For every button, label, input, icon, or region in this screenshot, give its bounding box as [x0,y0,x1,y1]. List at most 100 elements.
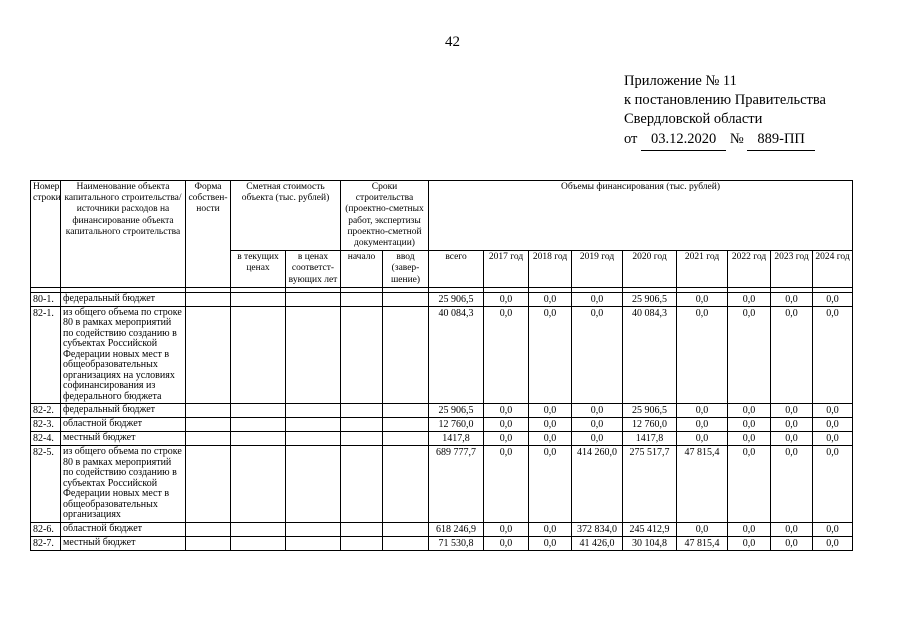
year-2020-cell: 1417,8 [622,431,678,447]
document-number: 889-ПП [747,130,815,151]
appendix-subtitle-2: Свердловской области [624,111,763,128]
ownership-cell [185,431,231,447]
total-cell: 25 906,5 [428,403,485,419]
year-2022-cell: 0,0 [727,291,772,307]
table-row: 82-5. из общего объема по строке 80 в ра… [30,445,854,523]
header-total: всего [428,250,485,288]
header-row-number: Номер строки [30,180,61,288]
table-row: 80-1. федеральный бюджет 25 906,5 0,0 0,… [30,291,854,307]
total-cell: 25 906,5 [428,291,485,307]
appendix-subtitle-1: к постановлению Правительства [624,92,826,109]
row-number-cell: 82-5. [30,445,61,523]
year-2021-cell: 0,0 [676,291,729,307]
term-end-cell [381,291,430,307]
year-2021-cell: 0,0 [676,305,729,405]
header-cost-current-prices: в текущих ценах [230,250,286,288]
year-2017-cell: 0,0 [483,417,530,433]
year-2024-cell: 0,0 [812,403,854,419]
row-number-cell: 80-1. [30,291,61,307]
year-2017-cell: 0,0 [483,305,530,405]
row-number-cell: 82-7. [30,535,61,551]
row-number-cell: 82-3. [30,417,61,433]
header-financing-volumes: Объемы финансирования (тыс. рублей) [428,179,854,252]
cost-years-cell [285,431,341,447]
year-2022-cell: 0,0 [727,305,772,405]
cost-years-cell [285,305,341,405]
term-start-cell [340,305,383,405]
year-2017-cell: 0,0 [483,403,530,419]
table-header: Номер строки Наименование объекта капита… [30,179,854,293]
object-name-cell: федеральный бюджет [60,403,186,419]
year-2022-cell: 0,0 [727,403,772,419]
year-2024-cell: 0,0 [812,535,854,551]
year-2017-cell: 0,0 [483,445,530,523]
total-cell: 618 246,9 [428,521,485,537]
cost-years-cell [285,291,341,307]
ownership-cell [185,291,231,307]
table-row: 82-4. местный бюджет 1417,8 0,0 0,0 0,0 … [30,431,854,447]
table-row: 82-7. местный бюджет 71 530,8 0,0 0,0 41… [30,535,854,551]
page-number: 42 [445,34,460,50]
year-2020-cell: 30 104,8 [622,535,678,551]
year-2023-cell: 0,0 [770,305,814,405]
year-2024-cell: 0,0 [812,305,854,405]
cost-years-cell [285,417,341,433]
year-2018-cell: 0,0 [528,431,573,447]
cost-current-cell [230,521,286,537]
table-body: 80-1. федеральный бюджет 25 906,5 0,0 0,… [30,291,854,551]
year-2020-cell: 275 517,7 [622,445,678,523]
ownership-cell [185,535,231,551]
ownership-cell [185,305,231,405]
year-2023-cell: 0,0 [770,291,814,307]
year-2018-cell: 0,0 [528,445,573,523]
year-2019-cell: 41 426,0 [571,535,624,551]
cost-current-cell [230,403,286,419]
year-2018-cell: 0,0 [528,291,573,307]
year-2023-cell: 0,0 [770,417,814,433]
year-2020-cell: 245 412,9 [622,521,678,537]
cost-current-cell [230,417,286,433]
year-2019-cell: 0,0 [571,403,624,419]
from-label: от [624,131,638,148]
year-2024-cell: 0,0 [812,521,854,537]
object-name-cell: местный бюджет [60,431,186,447]
year-2023-cell: 0,0 [770,521,814,537]
year-2017-cell: 0,0 [483,521,530,537]
ownership-cell [185,403,231,419]
year-2023-cell: 0,0 [770,431,814,447]
year-2018-cell: 0,0 [528,535,573,551]
year-2023-cell: 0,0 [770,535,814,551]
year-2021-cell: 47 815,4 [676,535,729,551]
year-2017-cell: 0,0 [483,291,530,307]
year-2022-cell: 0,0 [727,431,772,447]
year-2020-cell: 25 906,5 [622,403,678,419]
header-year-2019: 2019 год [571,250,624,288]
year-2024-cell: 0,0 [812,431,854,447]
header-year-2017: 2017 год [483,250,530,288]
header-year-2020: 2020 год [622,250,678,288]
cost-years-cell [285,535,341,551]
header-year-2021: 2021 год [676,250,729,288]
header-cost-corresponding-years: в ценах соответст- вующих лет [285,250,341,288]
year-2024-cell: 0,0 [812,445,854,523]
year-2020-cell: 40 084,3 [622,305,678,405]
year-2018-cell: 0,0 [528,521,573,537]
header-object-name: Наименование объекта капитального строит… [60,180,186,288]
row-number-cell: 82-2. [30,403,61,419]
year-2018-cell: 0,0 [528,305,573,405]
year-2019-cell: 0,0 [571,417,624,433]
year-2019-cell: 0,0 [571,305,624,405]
ownership-cell [185,417,231,433]
object-name-cell: областной бюджет [60,521,186,537]
object-name-cell: из общего объема по строке 80 в рамках м… [60,445,186,523]
year-2021-cell: 0,0 [676,431,729,447]
table-row: 82-3. областной бюджет 12 760,0 0,0 0,0 … [30,417,854,433]
total-cell: 71 530,8 [428,535,485,551]
term-end-cell [381,445,430,523]
document-date: 03.12.2020 [641,130,727,151]
year-2021-cell: 0,0 [676,403,729,419]
header-year-2024: 2024 год [812,250,854,288]
row-number-cell: 82-4. [30,431,61,447]
year-2019-cell: 0,0 [571,431,624,447]
term-end-cell [381,403,430,419]
